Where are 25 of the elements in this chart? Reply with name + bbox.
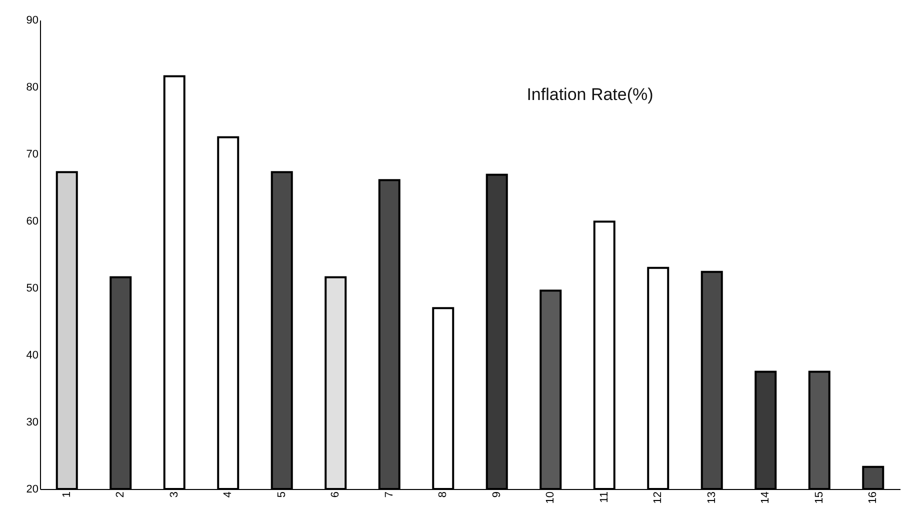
x-tick-label: 14 <box>760 492 772 504</box>
y-tick-label: 80 <box>26 82 38 94</box>
y-tick-label: 70 <box>26 148 38 160</box>
x-tick-label: 1 <box>60 492 73 498</box>
x-tick-label: 2 <box>114 492 127 498</box>
x-tick-label: 11 <box>598 492 610 503</box>
x-tick-label: 9 <box>490 492 503 498</box>
y-tick-label: 60 <box>26 216 38 228</box>
y-tick-label: 40 <box>26 350 38 362</box>
x-tick-label: 8 <box>437 492 450 498</box>
x-tick-label: 3 <box>168 492 180 498</box>
y-tick-label: 90 <box>26 14 38 26</box>
x-tick-label: 7 <box>383 492 396 498</box>
y-tick-label: 50 <box>26 282 38 294</box>
x-tick-label: 6 <box>330 492 342 498</box>
x-tick-label: 13 <box>706 492 718 504</box>
text: Inflation Rate(%) <box>526 85 654 104</box>
y-tick-label: 20 <box>26 484 38 496</box>
x-tick-label: 5 <box>276 492 288 498</box>
x-tick-label: 15 <box>813 492 826 504</box>
x-tick-label: 12 <box>652 492 664 504</box>
x-tick-label: 4 <box>222 492 234 498</box>
x-tick-label: 16 <box>867 492 880 504</box>
x-tick-label: 10 <box>544 492 557 504</box>
y-tick-label: 30 <box>26 416 38 428</box>
